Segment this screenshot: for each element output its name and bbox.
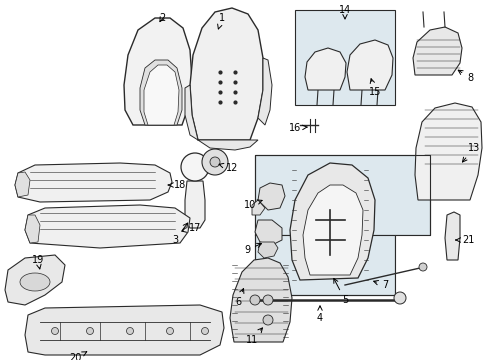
Text: 10: 10: [244, 200, 262, 210]
Polygon shape: [412, 27, 461, 75]
Polygon shape: [346, 40, 392, 90]
Circle shape: [418, 263, 426, 271]
Text: 6: 6: [234, 289, 244, 307]
Text: 11: 11: [245, 328, 262, 345]
Bar: [394, 235, 429, 295]
Text: 19: 19: [32, 255, 44, 269]
Polygon shape: [25, 215, 40, 243]
Circle shape: [51, 328, 59, 334]
Polygon shape: [303, 185, 362, 275]
Text: 15: 15: [368, 79, 381, 97]
Circle shape: [126, 328, 133, 334]
Polygon shape: [254, 220, 282, 245]
Text: 2: 2: [159, 13, 165, 23]
Circle shape: [263, 295, 272, 305]
Text: 7: 7: [373, 280, 387, 290]
Polygon shape: [190, 8, 263, 140]
Polygon shape: [444, 212, 459, 260]
Text: 21: 21: [455, 235, 473, 245]
Circle shape: [201, 328, 208, 334]
Polygon shape: [289, 163, 374, 280]
Text: 12: 12: [219, 163, 238, 173]
Polygon shape: [229, 258, 291, 342]
Circle shape: [393, 292, 405, 304]
Polygon shape: [124, 18, 192, 125]
Circle shape: [249, 295, 260, 305]
Polygon shape: [258, 305, 284, 328]
Text: 9: 9: [244, 243, 261, 255]
Polygon shape: [258, 242, 278, 258]
Polygon shape: [15, 172, 30, 197]
Bar: [254, 235, 394, 295]
Text: 3: 3: [172, 223, 187, 245]
Text: 1: 1: [217, 13, 224, 29]
Circle shape: [209, 157, 220, 167]
Polygon shape: [198, 140, 258, 150]
Text: 17: 17: [182, 223, 201, 233]
Circle shape: [263, 315, 272, 325]
Polygon shape: [414, 103, 481, 200]
Polygon shape: [305, 48, 346, 90]
Text: 13: 13: [462, 143, 479, 162]
Polygon shape: [25, 205, 190, 248]
Text: 20: 20: [69, 352, 86, 360]
Text: 4: 4: [316, 306, 323, 323]
Circle shape: [86, 328, 93, 334]
Text: 18: 18: [168, 180, 186, 190]
Polygon shape: [251, 200, 264, 215]
Bar: [254, 155, 429, 235]
Bar: [294, 10, 394, 105]
Text: 8: 8: [457, 70, 472, 83]
Polygon shape: [258, 183, 285, 210]
Ellipse shape: [20, 273, 50, 291]
Polygon shape: [140, 60, 182, 125]
Circle shape: [202, 149, 227, 175]
Circle shape: [181, 153, 208, 181]
Polygon shape: [5, 255, 65, 305]
Text: 14: 14: [338, 5, 350, 19]
Polygon shape: [258, 58, 271, 125]
Text: 5: 5: [333, 278, 347, 305]
Circle shape: [166, 328, 173, 334]
Text: 16: 16: [288, 123, 306, 133]
Polygon shape: [184, 85, 198, 140]
Polygon shape: [25, 305, 224, 355]
Polygon shape: [184, 181, 204, 228]
Polygon shape: [15, 163, 172, 202]
Polygon shape: [143, 65, 179, 125]
